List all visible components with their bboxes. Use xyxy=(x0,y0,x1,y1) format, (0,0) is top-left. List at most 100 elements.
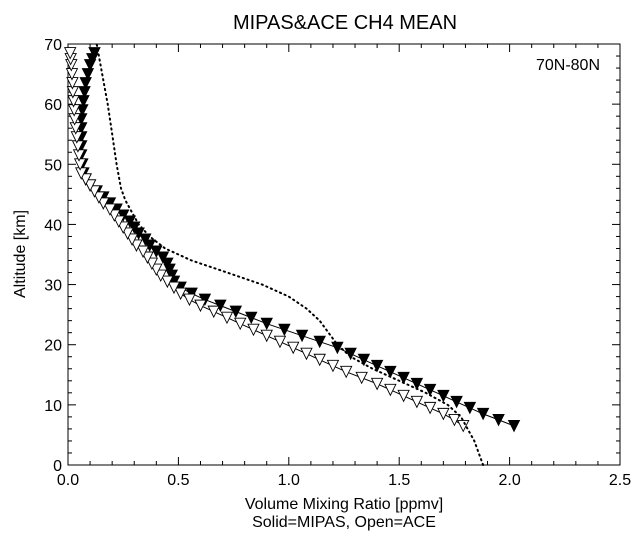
mipas-point xyxy=(143,239,156,252)
mipas-point xyxy=(185,287,198,301)
ace-point xyxy=(410,395,424,409)
ace-point xyxy=(174,287,187,301)
ace-point xyxy=(167,281,181,295)
mipas-point xyxy=(492,413,505,427)
y-axis: 0 10 20 30 40 50 60 70 xyxy=(44,37,620,475)
ace-point xyxy=(355,371,368,385)
y-tick-label: 0 xyxy=(53,458,62,475)
ace-point xyxy=(154,269,167,283)
mipas-point xyxy=(384,365,397,379)
mipas-point xyxy=(410,377,424,391)
mipas-point xyxy=(295,329,309,343)
y-axis-label: Altitude [km] xyxy=(12,210,29,298)
mipas-point xyxy=(123,215,137,228)
mipas-point xyxy=(161,257,174,271)
ace-point xyxy=(397,389,410,403)
x-tick-label: 0.5 xyxy=(167,472,189,489)
ace-point xyxy=(339,365,353,379)
ace-point xyxy=(63,47,77,60)
mipas-point xyxy=(139,233,152,246)
ace-point xyxy=(92,191,106,204)
ace-point xyxy=(300,347,313,361)
ace-point xyxy=(141,251,154,265)
mipas-point xyxy=(507,419,521,433)
mipas-point xyxy=(278,323,291,337)
x-tick-label: 1.5 xyxy=(388,472,410,489)
mipas-point xyxy=(437,389,450,403)
ace-point xyxy=(370,377,384,391)
ace-point xyxy=(83,179,97,192)
mipas-point xyxy=(357,353,371,367)
y-tick-label: 70 xyxy=(44,37,62,54)
ace-point xyxy=(112,215,126,228)
mipas-point xyxy=(397,371,410,385)
y-tick-label: 20 xyxy=(44,338,62,355)
ace-point xyxy=(194,299,207,313)
mipas-point xyxy=(331,341,344,355)
ace-point xyxy=(448,413,461,427)
ace-point xyxy=(145,257,159,271)
ace-point xyxy=(108,209,121,222)
ace-point xyxy=(326,359,340,373)
ace-point xyxy=(121,227,134,240)
x-tick-label: 0.0 xyxy=(57,472,79,489)
ace-point xyxy=(136,245,150,258)
ace-point xyxy=(207,305,220,319)
ace-point xyxy=(103,203,117,216)
x-axis-label: Volume Mixing Ratio [ppmv] xyxy=(245,496,443,513)
mipas-point xyxy=(214,299,227,313)
ace-point xyxy=(260,329,273,343)
mipas-point xyxy=(132,227,145,240)
ace-point xyxy=(116,221,130,234)
y-tick-label: 30 xyxy=(44,278,62,295)
mipas-point xyxy=(79,77,92,90)
ace-point xyxy=(183,293,196,307)
region-label: 70N-80N xyxy=(536,57,600,74)
ace-point xyxy=(88,185,101,198)
mipas-point xyxy=(313,335,326,349)
ace-point xyxy=(79,173,92,186)
ace-point xyxy=(384,383,397,397)
ace-point xyxy=(313,353,326,367)
ace-point xyxy=(97,197,110,210)
mipas-point xyxy=(156,251,170,265)
mipas-point xyxy=(81,68,95,81)
ace-point xyxy=(220,311,234,325)
ace-point xyxy=(437,407,450,421)
y-tick-label: 50 xyxy=(44,157,62,174)
y-tick-label: 40 xyxy=(44,217,62,234)
plot-border xyxy=(67,43,621,466)
mipas-point xyxy=(476,407,490,421)
x-tick-label: 2.0 xyxy=(498,472,520,489)
mipas-point xyxy=(245,311,258,325)
x-tick-label: 1.0 xyxy=(278,472,300,489)
y-tick-label: 10 xyxy=(44,398,62,415)
mipas-point xyxy=(128,221,141,234)
ace-point xyxy=(150,263,163,277)
plot-frame xyxy=(67,43,621,466)
ace-point xyxy=(125,233,139,246)
ace-point xyxy=(161,275,174,289)
mipas-point xyxy=(229,305,243,319)
x-axis: 0.0 0.5 1.0 1.5 2.0 2.5 xyxy=(57,44,631,489)
mipas-point xyxy=(116,209,130,222)
series-layer xyxy=(63,43,521,466)
x-tick-label: 2.5 xyxy=(609,472,631,489)
mipas-point xyxy=(344,347,357,361)
ace-point xyxy=(273,335,287,349)
mipas-point xyxy=(450,395,463,409)
y-tick-label: 60 xyxy=(44,97,62,114)
mipas-point xyxy=(150,245,163,258)
ace-point xyxy=(247,323,260,337)
ace-point xyxy=(233,317,247,331)
ace-point xyxy=(457,419,470,433)
mipas-point xyxy=(423,383,437,397)
ace-point xyxy=(130,239,143,252)
ace-point xyxy=(423,401,437,415)
x-axis-sublabel: Solid=MIPAS, Open=ACE xyxy=(252,514,436,531)
mipas-point xyxy=(463,401,477,415)
mipas-point xyxy=(260,317,273,331)
ace-point xyxy=(286,341,300,355)
mipas-point xyxy=(198,293,212,307)
